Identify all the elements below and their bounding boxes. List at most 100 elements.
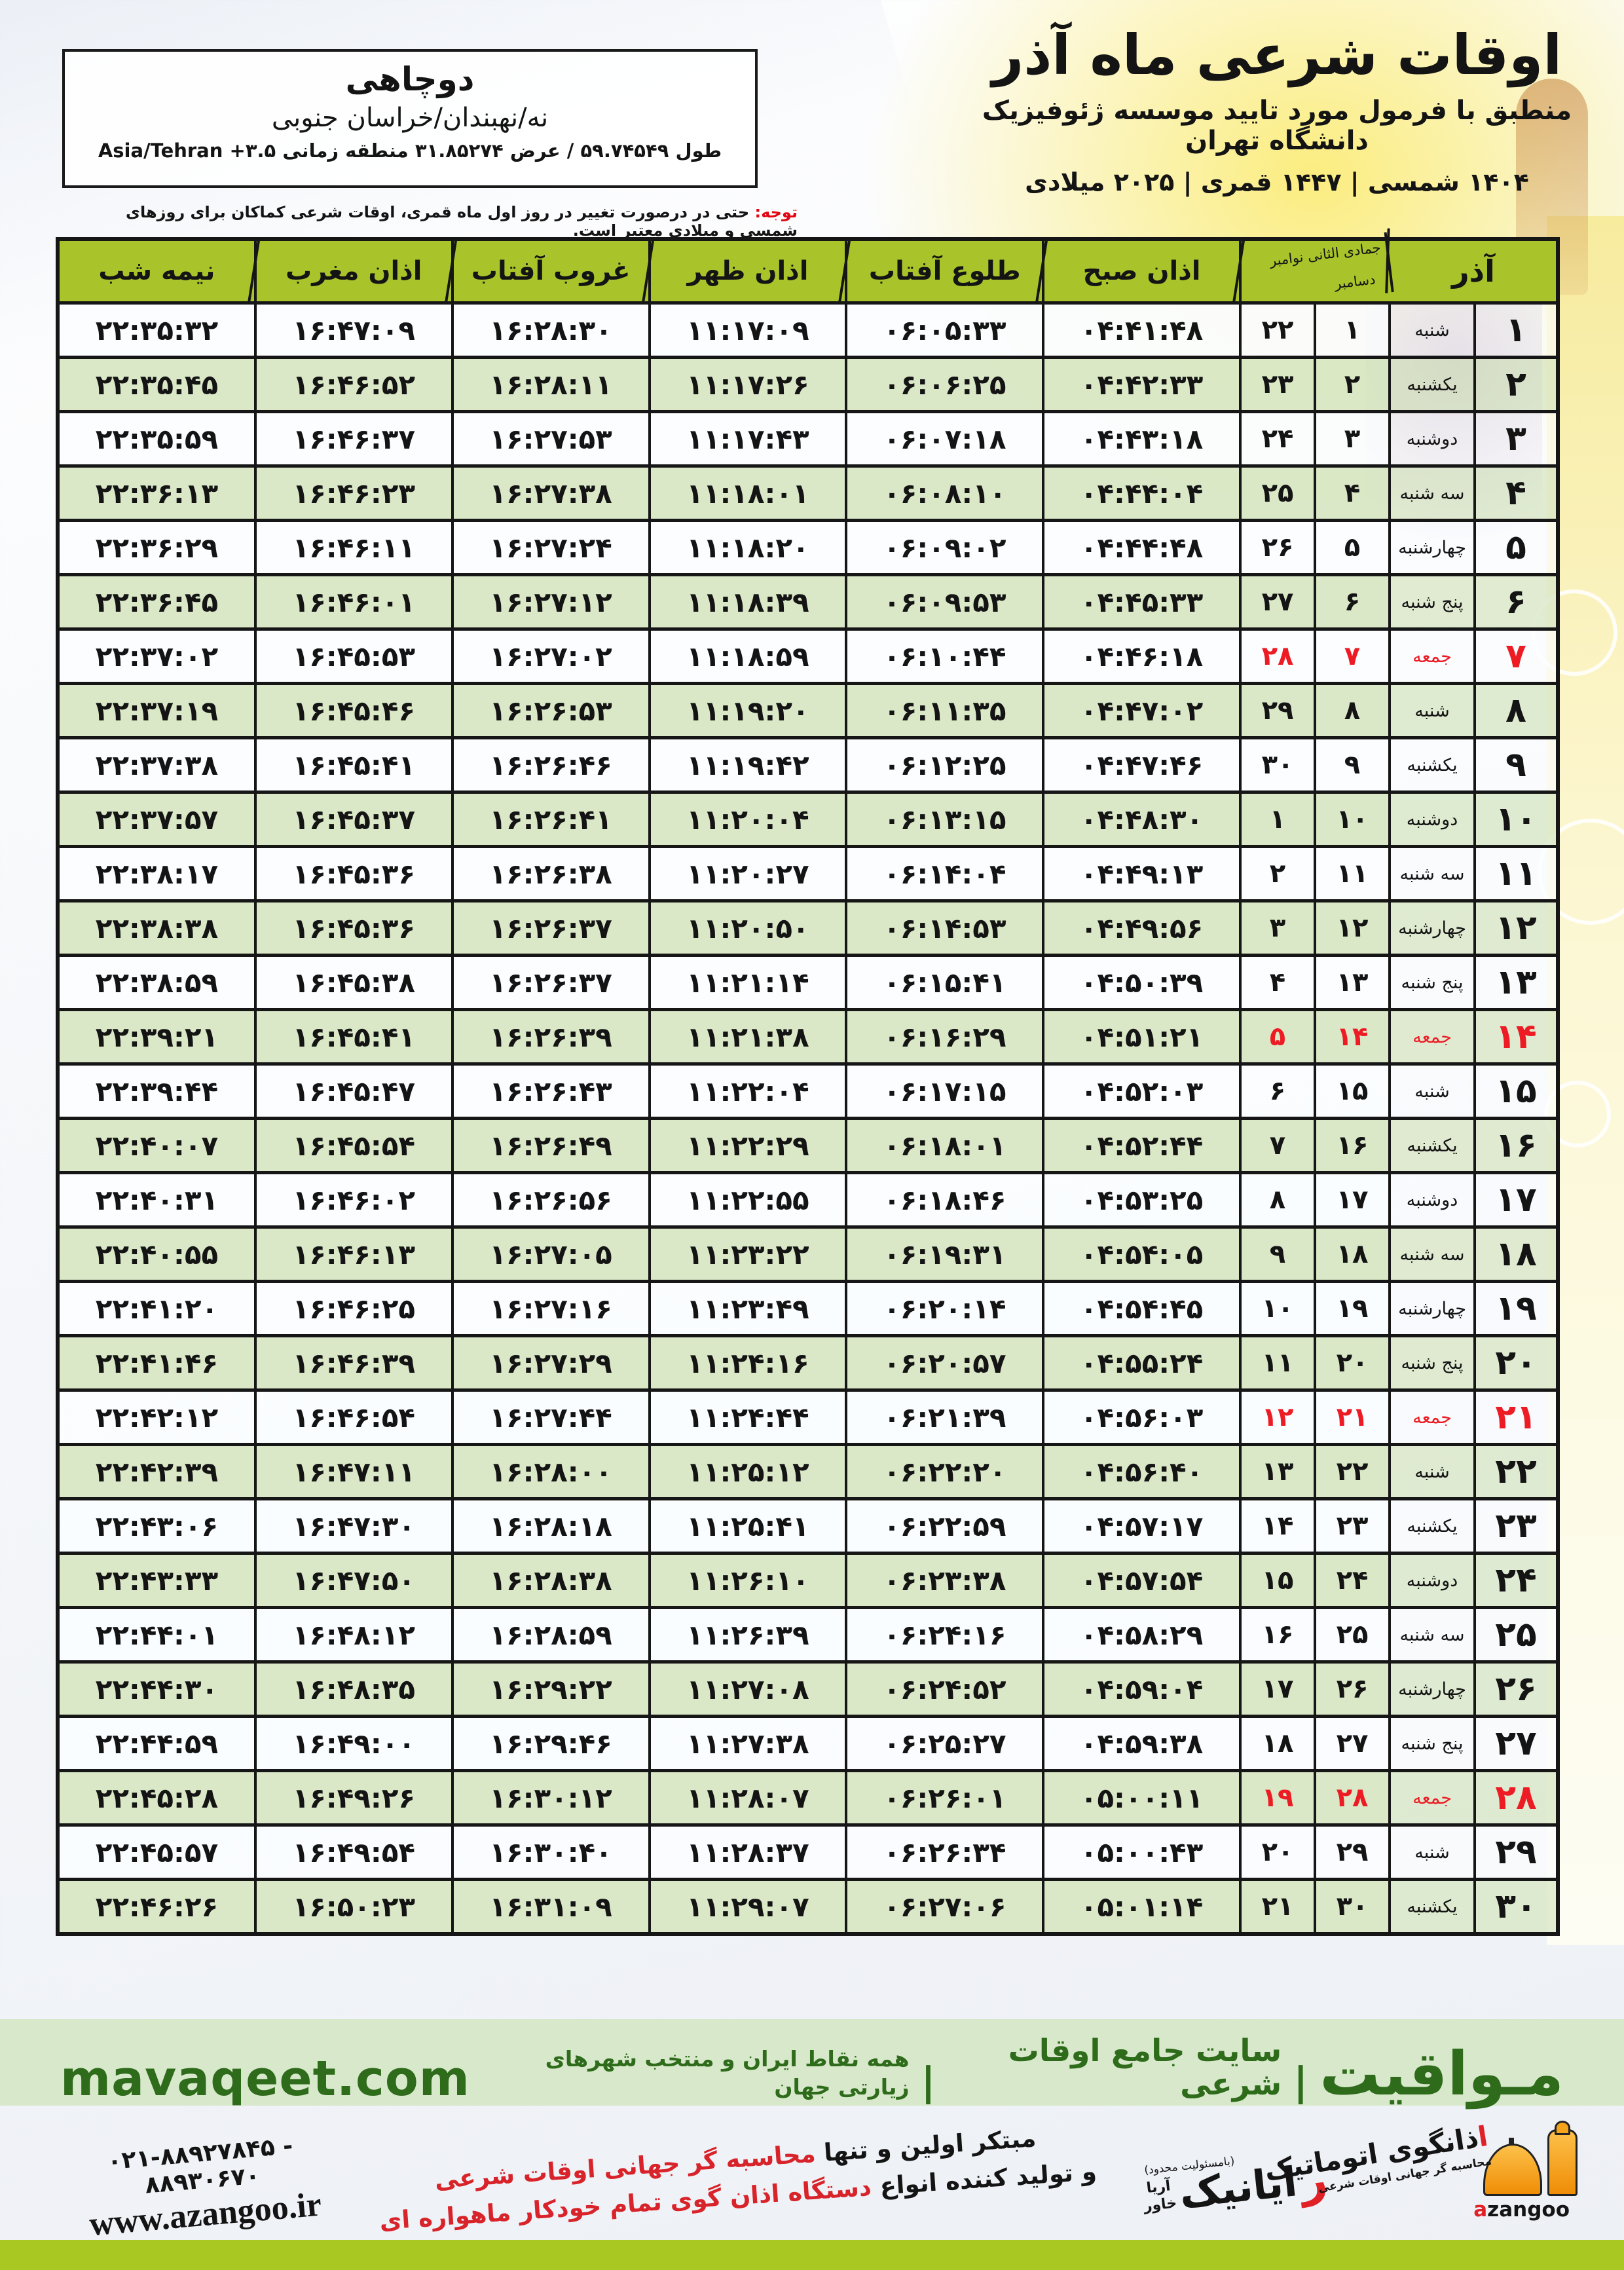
midnight-time: ۲۲:۴۱:۴۶ — [60, 1337, 257, 1388]
dhuhr-time: ۱۱:۲۲:۵۵ — [650, 1174, 848, 1225]
contact-block: ۰۲۱-۸۸۹۲۷۸۴۵ - ۸۸۹۳۰۶۷۰ www.azangoo.ir — [56, 2128, 351, 2246]
prayer-row: ۱۸ سه شنبه ۱۸ ۹ ۰۴:۵۴:۰۵ ۰۶:۱۹:۳۱ ۱۱:۲۳:۲۲ ۱۶:۲… — [60, 1225, 1556, 1280]
gregorian-day-number: ۱۷ — [1242, 1664, 1316, 1715]
header-hijri-gregorian: جمادی الثانی نوامبر دسامبر — [1238, 232, 1394, 310]
sunset-time: ۱۶:۲۷:۰۲ — [453, 631, 651, 682]
azar-day-number: ۲۶ — [1476, 1664, 1556, 1715]
midnight-time: ۲۲:۳۵:۵۹ — [60, 413, 257, 464]
weekday-name: یکشنبه — [1391, 1881, 1476, 1932]
prayer-row: ۲ یکشنبه ۲ ۲۳ ۰۴:۴۲:۳۳ ۰۶:۰۶:۲۵ ۱۱:۱۷:۲۶ ۱۶:۲۸:… — [60, 356, 1556, 410]
weekday-name: چهارشنبه — [1391, 1664, 1476, 1715]
maghrib-time: ۱۶:۴۶:۵۲ — [256, 359, 454, 410]
sunrise-time: ۰۶:۰۹:۰۲ — [847, 522, 1045, 573]
sunset-time: ۱۶:۲۷:۰۵ — [453, 1229, 651, 1280]
sunrise-time: ۰۶:۲۰:۱۴ — [847, 1283, 1045, 1334]
prayer-row: ۳۰ یکشنبه ۳۰ ۲۱ ۰۵:۰۱:۱۴ ۰۶:۲۷:۰۶ ۱۱:۲۹:۰۷ ۱۶:۳… — [60, 1878, 1556, 1932]
weekday-name: دوشنبه — [1391, 794, 1476, 845]
maghrib-time: ۱۶:۴۶:۲۳ — [256, 468, 454, 519]
weekday-name: پنج شنبه — [1391, 957, 1476, 1008]
midnight-time: ۲۲:۴۲:۱۲ — [60, 1392, 257, 1443]
hijri-day-number: ۷ — [1316, 631, 1391, 682]
midnight-time: ۲۲:۳۷:۰۲ — [60, 631, 257, 682]
sunrise-time: ۰۶:۲۳:۳۸ — [847, 1555, 1045, 1606]
sunset-time: ۱۶:۲۶:۳۷ — [453, 902, 651, 954]
midnight-time: ۲۲:۳۶:۲۹ — [60, 522, 257, 573]
prayer-row: ۲۳ یکشنبه ۲۳ ۱۴ ۰۴:۵۷:۱۷ ۰۶:۲۲:۵۹ ۱۱:۲۵:۴۱ ۱۶:۲… — [60, 1497, 1556, 1552]
fajr-time: ۰۴:۴۱:۴۸ — [1044, 305, 1242, 356]
header-dhuhr: اذان ظهر — [651, 241, 848, 301]
fajr-time: ۰۴:۴۴:۴۸ — [1044, 522, 1242, 573]
azar-day-number: ۳ — [1476, 413, 1556, 464]
dhuhr-time: ۱۱:۱۸:۲۰ — [650, 522, 848, 573]
weekday-name: سه شنبه — [1391, 1229, 1476, 1280]
prayer-row: ۲۶ چهارشنبه ۲۶ ۱۷ ۰۴:۵۹:۰۴ ۰۶:۲۴:۵۲ ۱۱:۲۷:۰۸ ۱۶… — [60, 1660, 1556, 1715]
header-fajr: اذان صبح — [1044, 241, 1242, 301]
azar-day-number: ۶ — [1476, 576, 1556, 627]
prayer-row: ۱۴ جمعه ۱۴ ۵ ۰۴:۵۱:۲۱ ۰۶:۱۶:۲۹ ۱۱:۲۱:۳۸ ۱۶:۲۶:۳… — [60, 1008, 1556, 1062]
fajr-time: ۰۴:۵۴:۴۵ — [1044, 1283, 1242, 1334]
gregorian-day-number: ۲۶ — [1242, 522, 1316, 573]
sunrise-time: ۰۶:۲۱:۳۹ — [847, 1392, 1045, 1443]
weekday-name: شنبه — [1391, 1446, 1476, 1497]
dhuhr-time: ۱۱:۲۳:۲۲ — [650, 1229, 848, 1280]
minaret-icon — [1547, 2121, 1578, 2196]
location-coordinates: طول ۵۹.۷۴۵۴۹ / عرض ۳۱.۸۵۲۷۴ منطقه زمانی … — [65, 140, 755, 162]
fajr-time: ۰۴:۵۴:۰۵ — [1044, 1229, 1242, 1280]
maghrib-time: ۱۶:۴۶:۱۳ — [256, 1229, 454, 1280]
weekday-name: جمعه — [1391, 1011, 1476, 1062]
sunset-time: ۱۶:۲۷:۳۸ — [453, 468, 651, 519]
weekday-name: یکشنبه — [1391, 1500, 1476, 1552]
midnight-time: ۲۲:۴۵:۵۷ — [60, 1827, 257, 1878]
prayer-row: ۶ پنج شنبه ۶ ۲۷ ۰۴:۴۵:۳۳ ۰۶:۰۹:۵۳ ۱۱:۱۸:۳۹ ۱۶:۲… — [60, 573, 1556, 627]
header-midnight: نیمه شب — [60, 241, 257, 301]
sunset-time: ۱۶:۲۶:۵۳ — [453, 685, 651, 736]
fajr-time: ۰۴:۴۳:۱۸ — [1044, 413, 1242, 464]
maghrib-time: ۱۶:۴۷:۳۰ — [256, 1500, 454, 1552]
weekday-name: دوشنبه — [1391, 1174, 1476, 1225]
page-header: اوقات شرعی ماه آذر منطبق با فرمول مورد ت… — [959, 25, 1595, 197]
site-strip-text: مـواقیت | سایت جامع اوقات شرعی | همه نقا… — [470, 2034, 1564, 2110]
azar-day-number: ۱۹ — [1476, 1283, 1556, 1334]
fajr-time: ۰۴:۴۹:۵۶ — [1044, 902, 1242, 954]
azar-day-number: ۱۷ — [1476, 1174, 1556, 1225]
dhuhr-time: ۱۱:۲۲:۲۹ — [650, 1120, 848, 1171]
fajr-time: ۰۴:۵۷:۱۷ — [1044, 1500, 1242, 1552]
rayanik-khavar: خاور — [1143, 2194, 1178, 2215]
fajr-time: ۰۴:۵۶:۰۳ — [1044, 1392, 1242, 1443]
prayer-row: ۲۱ جمعه ۲۱ ۱۲ ۰۴:۵۶:۰۳ ۰۶:۲۱:۳۹ ۱۱:۲۴:۴۴ ۱۶:۲۷:… — [60, 1388, 1556, 1443]
maghrib-time: ۱۶:۴۵:۳۶ — [256, 902, 454, 954]
weekday-name: پنج شنبه — [1391, 1718, 1476, 1769]
maghrib-time: ۱۶:۴۶:۱۱ — [256, 522, 454, 573]
gregorian-day-number: ۱۶ — [1242, 1609, 1316, 1660]
sunrise-time: ۰۶:۲۲:۲۰ — [847, 1446, 1045, 1497]
fajr-time: ۰۴:۴۷:۴۶ — [1044, 739, 1242, 791]
bottom-green-bar — [0, 2240, 1624, 2270]
fajr-time: ۰۴:۵۲:۴۴ — [1044, 1120, 1242, 1171]
hijri-day-number: ۶ — [1316, 576, 1391, 627]
hijri-day-number: ۲۷ — [1316, 1718, 1391, 1769]
prayer-table-body: ۱ شنبه ۱ ۲۲ ۰۴:۴۱:۴۸ ۰۶:۰۵:۳۳ ۱۱:۱۷:۰۹ ۱۶:۲۸:۳۰… — [60, 301, 1556, 1932]
prayer-row: ۱ شنبه ۱ ۲۲ ۰۴:۴۱:۴۸ ۰۶:۰۵:۳۳ ۱۱:۱۷:۰۹ ۱۶:۲۸:۳۰… — [60, 301, 1556, 356]
fajr-time: ۰۴:۵۹:۰۴ — [1044, 1664, 1242, 1715]
fajr-time: ۰۴:۵۶:۴۰ — [1044, 1446, 1242, 1497]
mavaqeet-domain: mavaqeet.com — [60, 2050, 470, 2107]
maghrib-time: ۱۶:۴۶:۲۵ — [256, 1283, 454, 1334]
prayer-row: ۱۹ چهارشنبه ۱۹ ۱۰ ۰۴:۵۴:۴۵ ۰۶:۲۰:۱۴ ۱۱:۲۳:۴۹ ۱۶… — [60, 1280, 1556, 1334]
weekday-name: یکشنبه — [1391, 359, 1476, 410]
gregorian-day-number: ۱۲ — [1242, 1392, 1316, 1443]
azangoo-latin-wordmark: azangoo — [1473, 2198, 1570, 2222]
hijri-day-number: ۱۷ — [1316, 1174, 1391, 1225]
hijri-day-number: ۲ — [1316, 359, 1391, 410]
midnight-time: ۲۲:۴۳:۰۶ — [60, 1500, 257, 1552]
sunset-time: ۱۶:۲۷:۱۲ — [453, 576, 651, 627]
sunset-time: ۱۶:۲۶:۵۶ — [453, 1174, 651, 1225]
sunset-time: ۱۶:۲۶:۴۳ — [453, 1066, 651, 1117]
mavaqeet-brand: مـواقیت — [1320, 2039, 1564, 2110]
gregorian-day-number: ۲۱ — [1242, 1881, 1316, 1932]
midnight-time: ۲۲:۳۸:۱۷ — [60, 848, 257, 899]
dhuhr-time: ۱۱:۱۷:۲۶ — [650, 359, 848, 410]
midnight-time: ۲۲:۳۷:۳۸ — [60, 739, 257, 791]
geo-prefix: طول ۵۹.۷۴۵۴۹ / عرض ۳۱.۸۵۲۷۴ منطقه زمانی — [282, 139, 722, 162]
header-sunrise: طلوع آفتاب — [847, 241, 1045, 301]
azar-day-number: ۲۳ — [1476, 1500, 1556, 1552]
